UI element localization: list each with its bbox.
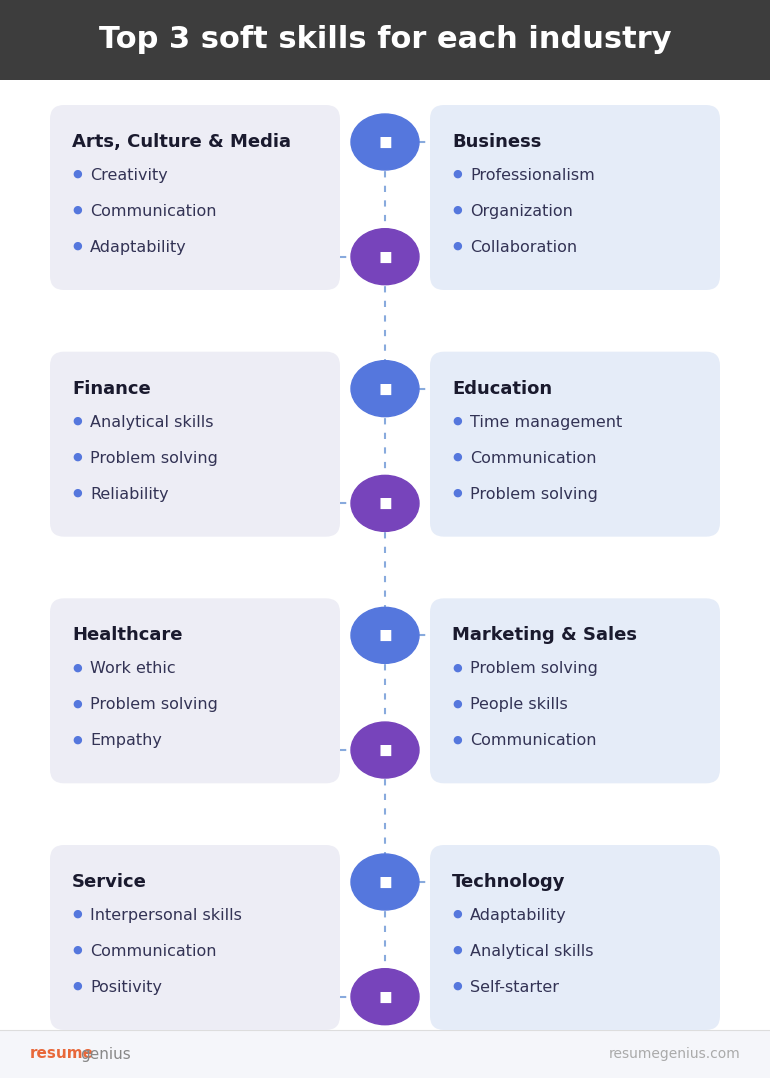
Text: ●: ● — [452, 452, 462, 461]
Text: Business: Business — [452, 133, 541, 151]
Text: Problem solving: Problem solving — [90, 697, 218, 713]
Ellipse shape — [351, 475, 419, 531]
Text: Technology: Technology — [452, 873, 565, 892]
Text: ●: ● — [452, 981, 462, 991]
Text: ●: ● — [452, 487, 462, 498]
Text: Problem solving: Problem solving — [470, 661, 598, 676]
Text: Adaptability: Adaptability — [90, 240, 187, 255]
Text: Arts, Culture & Media: Arts, Culture & Media — [72, 133, 291, 151]
Text: Organization: Organization — [470, 204, 573, 219]
Text: Communication: Communication — [470, 451, 597, 466]
Text: ●: ● — [72, 169, 82, 179]
Text: ●: ● — [452, 416, 462, 426]
Text: ●: ● — [72, 981, 82, 991]
Text: Professionalism: Professionalism — [470, 168, 594, 183]
Text: Time management: Time management — [470, 415, 622, 430]
Text: ●: ● — [72, 662, 82, 673]
Ellipse shape — [351, 969, 419, 1025]
Text: ◼: ◼ — [378, 495, 392, 512]
FancyBboxPatch shape — [50, 351, 340, 537]
Text: ●: ● — [72, 416, 82, 426]
Text: ◼: ◼ — [378, 987, 392, 1006]
Text: Marketing & Sales: Marketing & Sales — [452, 626, 637, 645]
Text: Service: Service — [72, 873, 147, 892]
Text: Top 3 soft skills for each industry: Top 3 soft skills for each industry — [99, 26, 671, 55]
FancyBboxPatch shape — [50, 598, 340, 784]
Text: ●: ● — [452, 699, 462, 708]
Text: ◼: ◼ — [378, 133, 392, 151]
FancyBboxPatch shape — [0, 1029, 770, 1078]
Text: Analytical skills: Analytical skills — [470, 944, 594, 959]
Ellipse shape — [351, 722, 419, 778]
Ellipse shape — [351, 854, 419, 910]
Text: Communication: Communication — [90, 204, 216, 219]
FancyBboxPatch shape — [0, 0, 770, 80]
Text: People skills: People skills — [470, 697, 567, 713]
Ellipse shape — [351, 114, 419, 170]
Text: Adaptability: Adaptability — [470, 908, 567, 923]
FancyBboxPatch shape — [50, 845, 340, 1029]
Text: Problem solving: Problem solving — [470, 486, 598, 501]
Text: ●: ● — [452, 205, 462, 215]
FancyBboxPatch shape — [430, 598, 720, 784]
Text: resumegenius.com: resumegenius.com — [608, 1047, 740, 1061]
Text: ◼: ◼ — [378, 741, 392, 759]
Ellipse shape — [351, 229, 419, 285]
Text: ◼: ◼ — [378, 626, 392, 645]
Text: Empathy: Empathy — [90, 733, 162, 748]
Text: ●: ● — [72, 205, 82, 215]
FancyBboxPatch shape — [430, 105, 720, 290]
Text: Creativity: Creativity — [90, 168, 168, 183]
Text: Finance: Finance — [72, 379, 151, 398]
Text: ●: ● — [72, 909, 82, 920]
Text: ●: ● — [452, 662, 462, 673]
Text: resume: resume — [30, 1047, 94, 1062]
Text: Healthcare: Healthcare — [72, 626, 182, 645]
Text: ◼: ◼ — [378, 248, 392, 265]
Text: ●: ● — [452, 945, 462, 955]
Text: ●: ● — [452, 734, 462, 744]
Ellipse shape — [351, 607, 419, 663]
FancyBboxPatch shape — [430, 351, 720, 537]
Ellipse shape — [351, 361, 419, 417]
Text: ◼: ◼ — [378, 873, 392, 892]
FancyBboxPatch shape — [430, 845, 720, 1029]
Text: ●: ● — [72, 487, 82, 498]
Text: Problem solving: Problem solving — [90, 451, 218, 466]
Text: Collaboration: Collaboration — [470, 240, 578, 255]
Text: ●: ● — [72, 241, 82, 251]
Text: ●: ● — [72, 699, 82, 708]
Text: Interpersonal skills: Interpersonal skills — [90, 908, 242, 923]
Text: ●: ● — [452, 169, 462, 179]
Text: Work ethic: Work ethic — [90, 661, 176, 676]
Text: ●: ● — [452, 909, 462, 920]
FancyBboxPatch shape — [50, 105, 340, 290]
Text: genius: genius — [80, 1047, 131, 1062]
Text: ●: ● — [452, 241, 462, 251]
Text: Communication: Communication — [90, 944, 216, 959]
Text: Education: Education — [452, 379, 552, 398]
Text: Self-starter: Self-starter — [470, 980, 559, 995]
Text: ●: ● — [72, 734, 82, 744]
Text: ◼: ◼ — [378, 379, 392, 398]
Text: Communication: Communication — [470, 733, 597, 748]
Text: ●: ● — [72, 945, 82, 955]
Text: Reliability: Reliability — [90, 486, 169, 501]
Text: ●: ● — [72, 452, 82, 461]
Text: Positivity: Positivity — [90, 980, 162, 995]
Text: Analytical skills: Analytical skills — [90, 415, 213, 430]
